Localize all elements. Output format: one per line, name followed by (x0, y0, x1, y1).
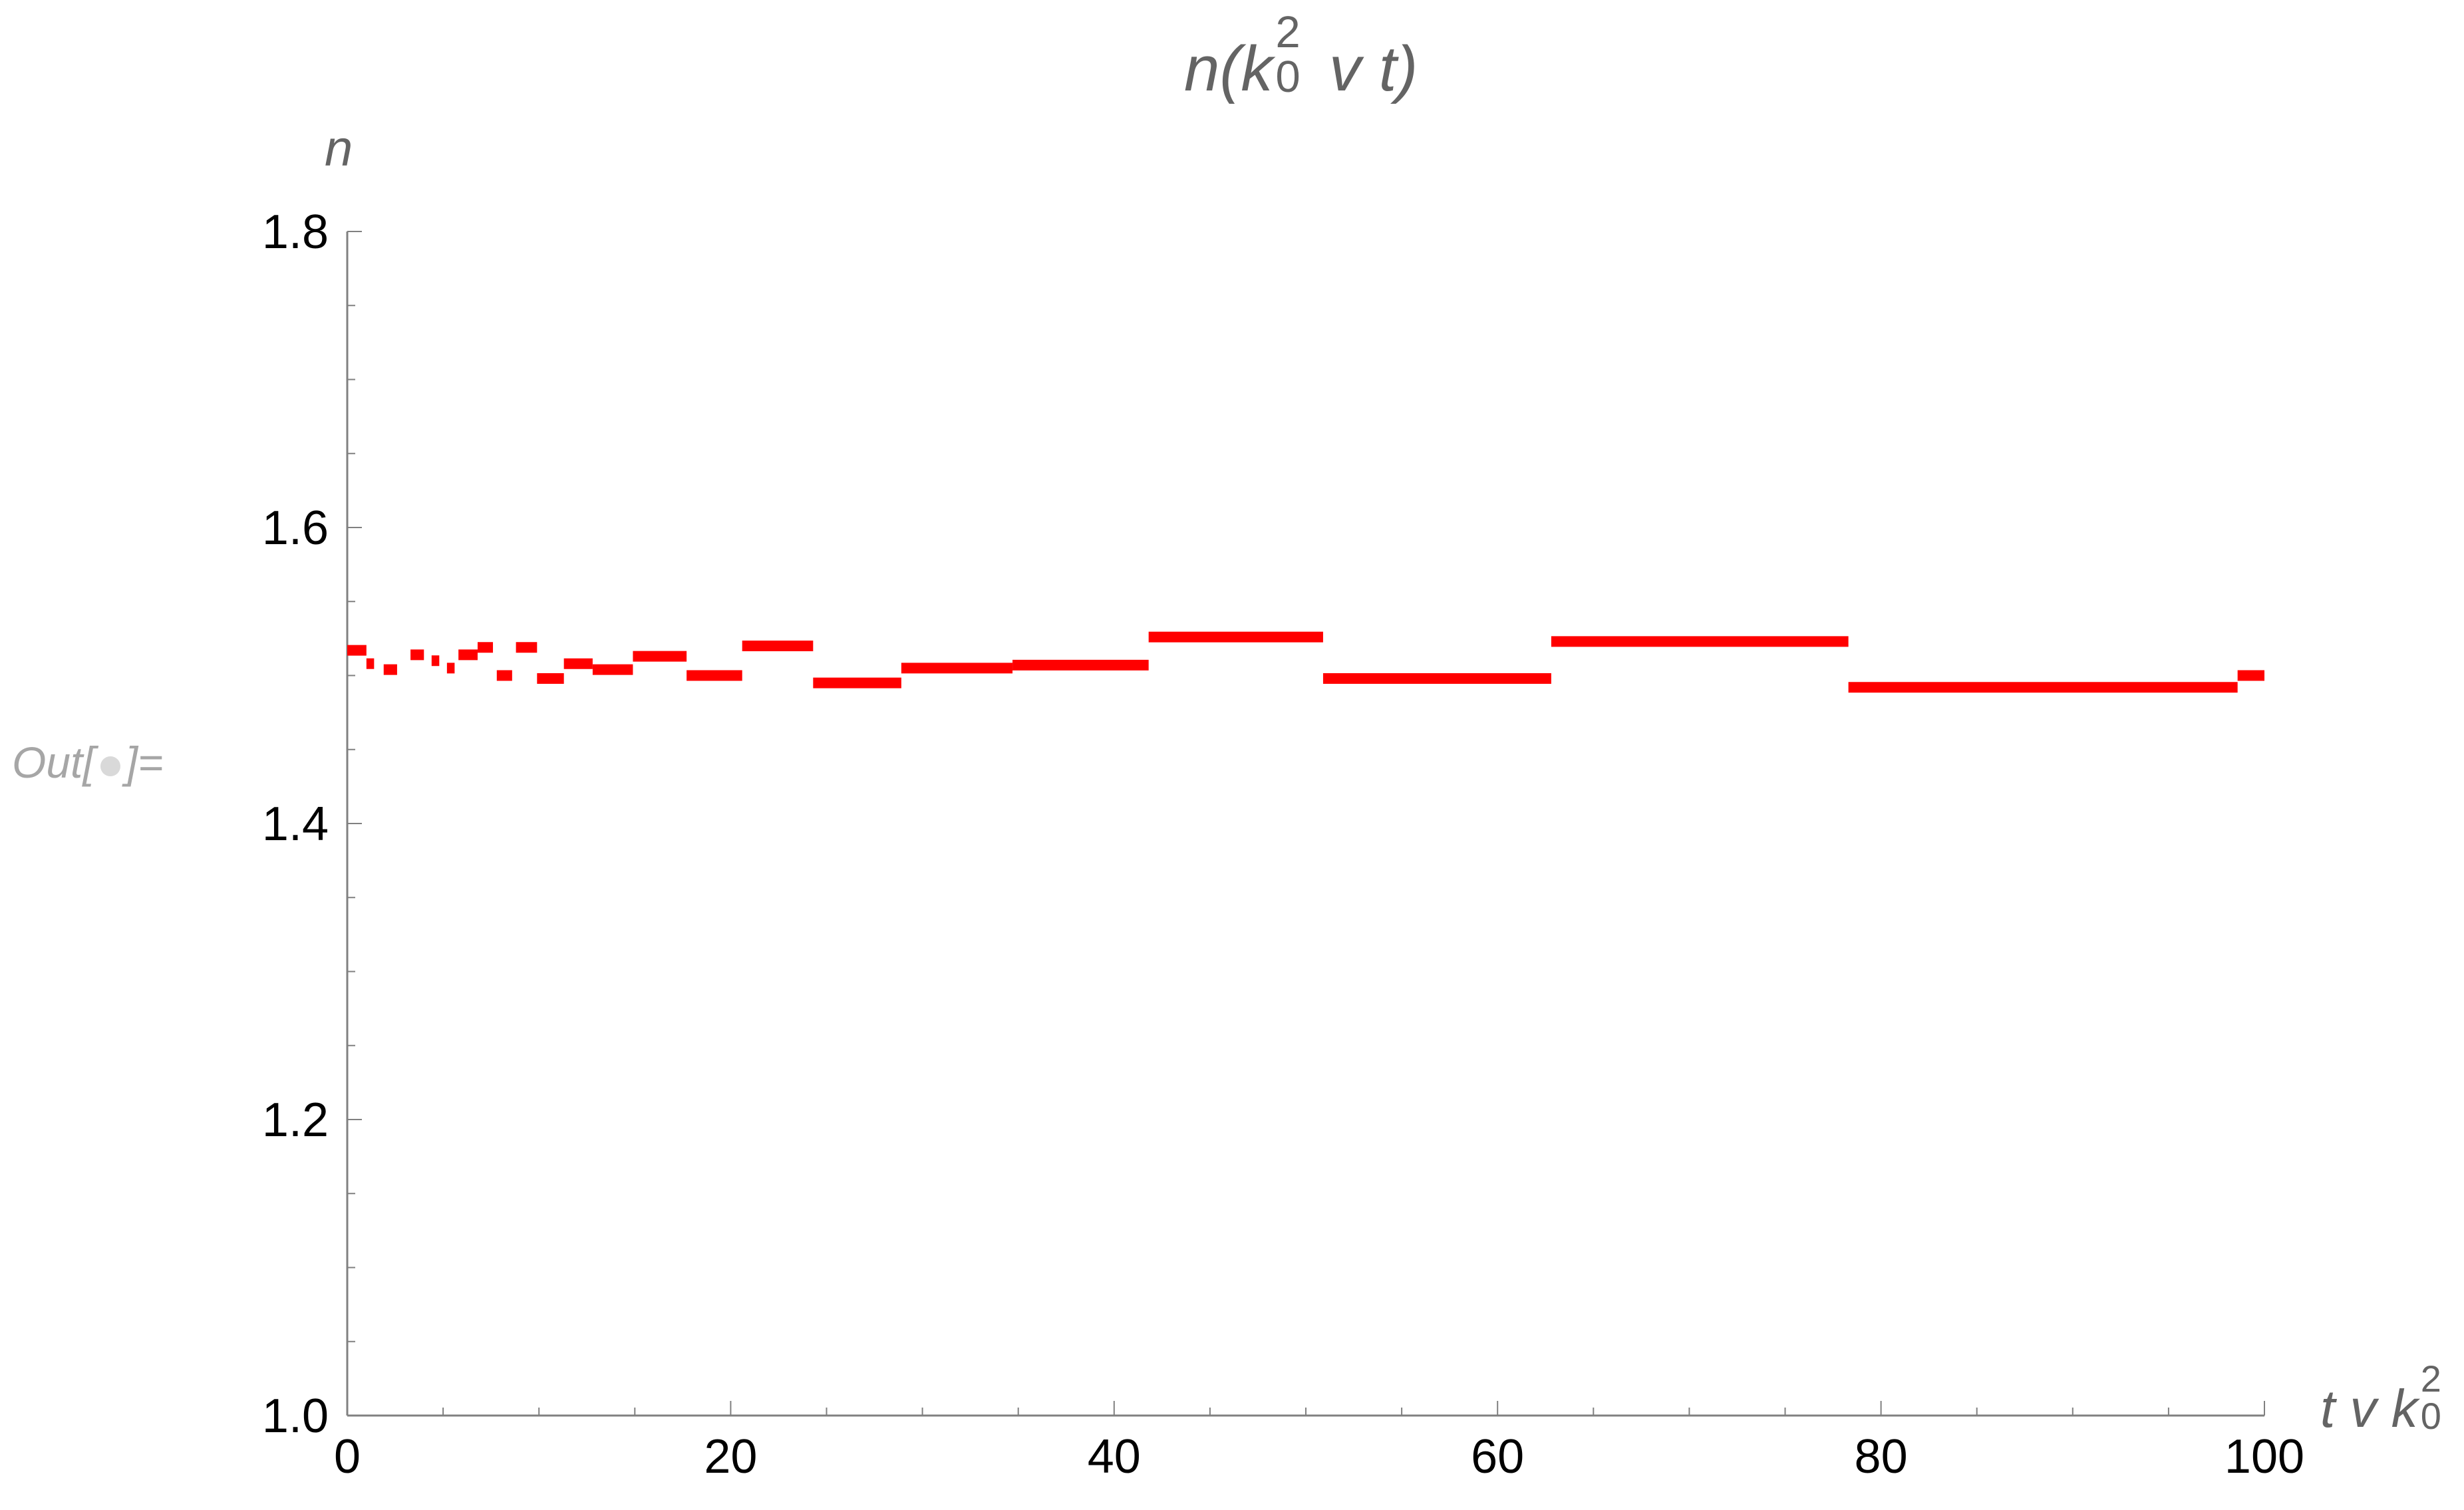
xlabel-sub: 0 (2420, 1394, 2441, 1437)
output-label-start: Out[ (12, 738, 95, 787)
x-tick-label: 0 (334, 1430, 361, 1483)
output-cell-dot-icon (100, 756, 120, 776)
data-marks (347, 631, 2264, 693)
xlabel-pre: t v k (2320, 1379, 2418, 1438)
x-tick-label: 60 (1471, 1430, 1524, 1483)
chart-title: n(k 2 0 v t) (1184, 7, 1418, 106)
title-pre: n(k (1184, 33, 1273, 104)
output-cell-label: Out[ ]= (12, 737, 164, 788)
x-tick-label: 40 (1088, 1430, 1141, 1483)
y-axis-label: n (325, 120, 353, 177)
y-tick-label: 1.2 (262, 1094, 329, 1147)
xlabel-sup: 2 (2420, 1357, 2441, 1400)
title-sub: 0 (1275, 51, 1301, 102)
x-tick-label: 80 (1855, 1430, 1908, 1483)
axes (346, 231, 2264, 1417)
title-post: v t) (1311, 33, 1418, 104)
x-tick-label: 20 (704, 1430, 757, 1483)
y-tick-label: 1.0 (262, 1390, 329, 1443)
title-sup: 2 (1275, 7, 1301, 57)
x-tick-label: 100 (2225, 1430, 2304, 1483)
y-tick-label: 1.4 (262, 798, 329, 851)
y-tick-label: 1.8 (262, 206, 329, 259)
y-tick-label: 1.6 (262, 502, 329, 555)
output-label-end: ]= (125, 738, 164, 787)
ticks: 0 20 40 60 80 100 1.0 1.2 1.4 1.6 1.8 (262, 206, 2304, 1483)
